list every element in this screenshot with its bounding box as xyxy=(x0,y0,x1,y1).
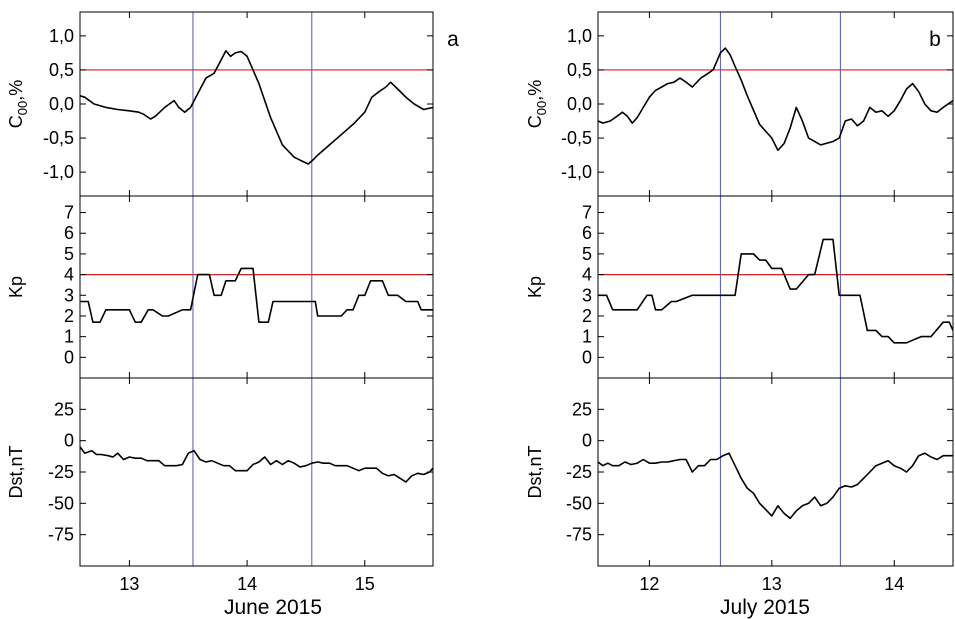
y-tick-label: 25 xyxy=(572,399,592,419)
x-tick-label: 14 xyxy=(884,574,904,594)
y-tick-label: 0,0 xyxy=(567,94,592,114)
x-tick-label: 12 xyxy=(639,574,659,594)
y-tick-label: 5 xyxy=(582,244,592,264)
y-tick-label: 6 xyxy=(582,223,592,243)
y-tick-label: 6 xyxy=(64,223,74,243)
y-tick-label: 1,0 xyxy=(567,26,592,46)
series-line xyxy=(80,49,433,165)
panel-a: -1,0-0,50,00,51,0C00,%01234567Kp-75-50-2… xyxy=(6,11,459,619)
plot-frame xyxy=(79,11,434,197)
series-line xyxy=(80,267,433,324)
y-tick-label: 3 xyxy=(64,285,74,305)
plot-frame xyxy=(597,195,954,379)
y-tick-label: 2 xyxy=(64,306,74,326)
series-line xyxy=(598,238,953,344)
y-tick-label: -1,0 xyxy=(43,162,74,182)
y-tick-label: -50 xyxy=(566,493,592,513)
x-axis-title: July 2015 xyxy=(720,596,810,619)
plot-frame xyxy=(597,11,954,197)
y-tick-label: 1 xyxy=(582,327,592,347)
y-tick-label: 0,5 xyxy=(49,60,74,80)
series-line xyxy=(598,47,953,152)
y-tick-label: -25 xyxy=(566,462,592,482)
y-tick-label: 1 xyxy=(64,327,74,347)
y-tick-label: 7 xyxy=(64,203,74,223)
y-tick-label: 4 xyxy=(64,265,74,285)
subplot-c00: -1,0 -0,5 0,0 0,5 1,0 C00,% xyxy=(6,11,434,197)
panel-b: -1,0-0,50,00,51,0C00,%01234567Kp-75-50-2… xyxy=(525,11,954,619)
y-axis-title: C00,% xyxy=(525,80,549,128)
panel-letter: b xyxy=(929,28,941,51)
y-axis-title: C00,% xyxy=(6,80,30,128)
y-tick-label: -75 xyxy=(48,525,74,545)
y-tick-label: 0,5 xyxy=(567,60,592,80)
y-tick-label: 4 xyxy=(582,265,592,285)
subplot-c00: -1,0 -0,5 0,0 0,5 1,0 C00,% xyxy=(525,11,954,197)
subplot-dst: -75 -50 -25 0 25 Dst,nT xyxy=(525,377,954,567)
y-tick-label: 0 xyxy=(582,431,592,451)
y-tick-label: 1,0 xyxy=(49,26,74,46)
y-tick-label: 0 xyxy=(582,347,592,367)
y-tick-label: -50 xyxy=(48,493,74,513)
y-tick-label: 7 xyxy=(582,203,592,223)
y-tick-label: -0,5 xyxy=(561,128,592,148)
x-tick-label: 14 xyxy=(237,574,257,594)
y-tick-label: -25 xyxy=(48,462,74,482)
plot-frame xyxy=(79,195,434,379)
subplot-dst: -75 -50 -25 0 25 Dst,nT xyxy=(6,377,434,567)
y-tick-label: 3 xyxy=(582,285,592,305)
y-tick-label: -75 xyxy=(566,525,592,545)
y-tick-label: 25 xyxy=(54,399,74,419)
plot-frame xyxy=(597,377,954,567)
series-line xyxy=(598,452,953,520)
x-tick-label: 15 xyxy=(355,574,375,594)
y-tick-label: 5 xyxy=(64,244,74,264)
y-axis-title: Dst,nT xyxy=(6,445,26,498)
y-tick-label: 0 xyxy=(64,347,74,367)
y-tick-label: 2 xyxy=(582,306,592,326)
y-tick-label: 0 xyxy=(64,431,74,451)
x-tick-label: 13 xyxy=(119,574,139,594)
series-line xyxy=(80,446,433,483)
x-axis-title: June 2015 xyxy=(224,596,322,619)
y-axis-title: Dst,nT xyxy=(525,445,545,498)
y-tick-label: -0,5 xyxy=(43,128,74,148)
y-axis-title: Kp xyxy=(6,276,26,298)
panel-letter: a xyxy=(447,28,459,51)
y-tick-label: -1,0 xyxy=(561,162,592,182)
x-tick-label: 13 xyxy=(762,574,782,594)
y-axis-title: Kp xyxy=(525,276,545,298)
y-tick-label: 0,0 xyxy=(49,94,74,114)
